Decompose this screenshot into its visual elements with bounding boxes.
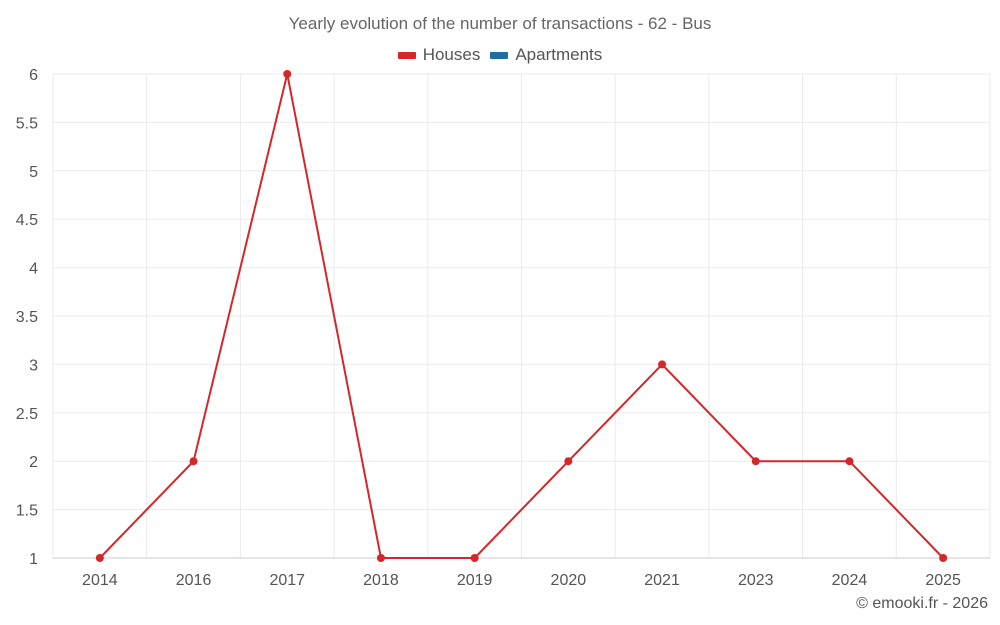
legend-swatch-apartments — [490, 51, 509, 59]
y-tick-label: 5 — [29, 164, 38, 181]
y-tick-label: 3 — [29, 357, 38, 374]
data-point-houses — [658, 360, 667, 369]
y-tick-label: 6 — [29, 67, 38, 84]
x-tick-label: 2017 — [269, 572, 305, 589]
data-point-houses — [376, 554, 385, 562]
legend-item-apartments[interactable]: Apartments — [490, 45, 602, 65]
legend: Houses Apartments — [0, 45, 1000, 65]
x-tick-label: 2014 — [82, 572, 118, 589]
data-point-houses — [470, 554, 479, 562]
y-tick-label: 1 — [29, 551, 38, 568]
credit-text: © emooki.fr - 2026 — [856, 595, 988, 612]
data-point-houses — [564, 457, 573, 466]
x-tick-label: 2019 — [457, 572, 493, 589]
y-tick-label: 4 — [29, 261, 38, 278]
data-point-houses — [751, 457, 760, 466]
x-tick-label: 2016 — [176, 572, 212, 589]
legend-swatch-houses — [397, 51, 416, 59]
y-tick-label: 3.5 — [16, 309, 38, 326]
legend-label-houses: Houses — [422, 45, 481, 64]
x-tick-label: 2023 — [738, 572, 774, 589]
series-line-houses — [99, 73, 944, 559]
data-point-houses — [845, 457, 854, 466]
y-tick-label: 5.5 — [16, 115, 38, 132]
x-tick-label: 2021 — [644, 572, 680, 589]
x-tick-label: 2018 — [363, 572, 399, 589]
x-tick-label: 2025 — [925, 572, 961, 589]
data-point-houses — [939, 554, 948, 562]
y-tick-label: 2 — [29, 454, 38, 471]
data-point-houses — [283, 70, 292, 78]
chart-title: Yearly evolution of the number of transa… — [288, 14, 712, 33]
y-tick-label: 2.5 — [16, 406, 38, 423]
y-tick-label: 1.5 — [16, 503, 38, 520]
x-tick-label: 2020 — [551, 572, 587, 589]
y-tick-label: 4.5 — [16, 212, 38, 229]
legend-label-apartments: Apartments — [515, 45, 603, 64]
data-point-houses — [95, 554, 104, 562]
legend-item-houses[interactable]: Houses — [397, 45, 481, 65]
data-point-houses — [189, 457, 198, 466]
x-tick-label: 2024 — [832, 572, 868, 589]
